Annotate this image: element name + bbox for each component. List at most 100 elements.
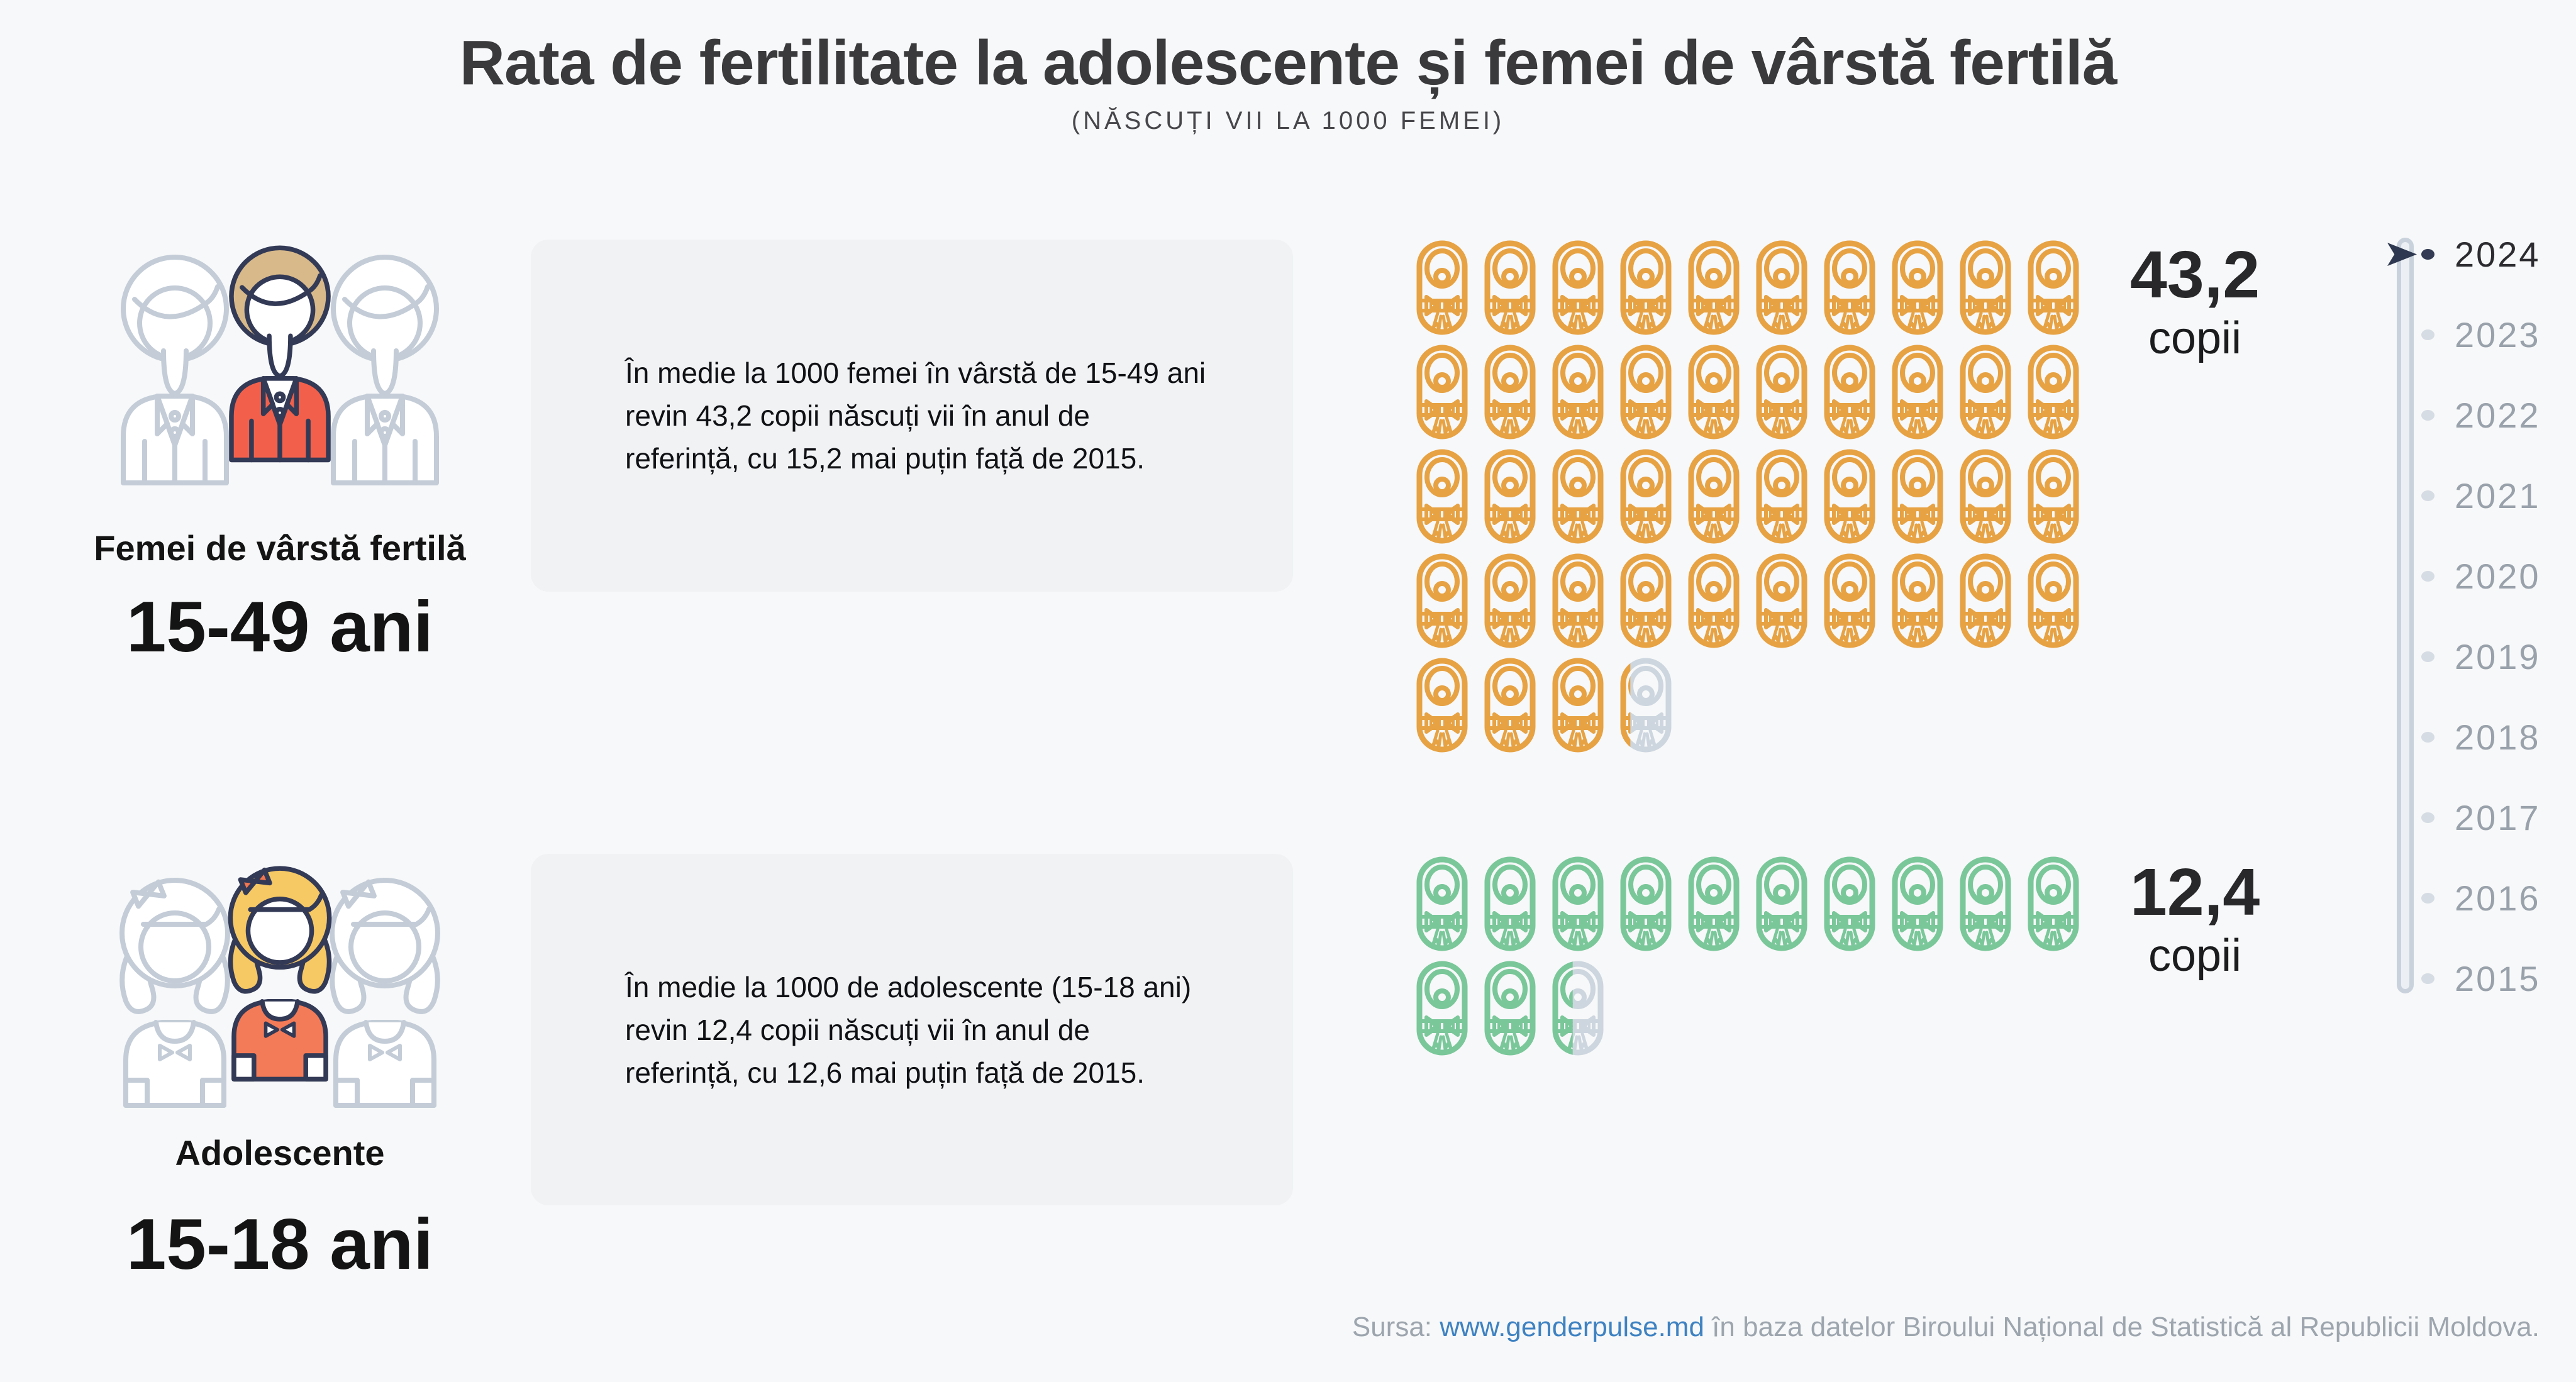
baby-icon (1688, 856, 1740, 951)
section-age-femei: 15-49 ani (126, 587, 433, 667)
baby-icon (1892, 553, 1943, 648)
section-age-adolescente: 15-18 ani (126, 1205, 433, 1285)
timeline-year-2017[interactable]: 2017 (2390, 777, 2576, 858)
baby-icon (1552, 345, 1604, 439)
baby-icon (1824, 553, 1875, 648)
timeline-slider[interactable]: 2024 2023 2022 2021 2020 2019 2018 2017 2016 2015 (2387, 214, 2576, 1019)
value-unit-adolescente: copii (2148, 930, 2242, 981)
baby-icon (1892, 240, 1943, 335)
baby-icon (1552, 553, 1604, 648)
value-femei: 43,2 (2129, 238, 2260, 312)
year-label: 2020 (2455, 556, 2541, 596)
year-dot (2421, 892, 2434, 904)
year-dot (2421, 329, 2434, 340)
baby-icon (1756, 553, 1807, 648)
background-woman-icon (333, 257, 436, 483)
baby-icon (1960, 240, 2011, 335)
timeline-year-2023[interactable]: 2023 (2390, 294, 2576, 375)
section-label-adolescente: Adolescente (175, 1133, 385, 1173)
baby-icon (1484, 449, 1536, 544)
source-suffix: în baza datelor Biroului Național de Sta… (1712, 1312, 2540, 1342)
timeline-year-2024[interactable]: 2024 (2390, 214, 2576, 294)
baby-icon (1484, 856, 1536, 951)
year-dot (2421, 812, 2434, 823)
year-dot (2421, 651, 2434, 662)
baby-icon-partial (1620, 658, 1672, 753)
baby-icon (2028, 856, 2079, 951)
baby-icon (1484, 658, 1536, 753)
year-dot (2421, 570, 2434, 582)
baby-icon (1892, 856, 1943, 951)
baby-icon (1824, 449, 1875, 544)
baby-icon (1484, 961, 1536, 1056)
baby-icon (1484, 345, 1536, 439)
description-card-femei: În medie la 1000 femei în vârstă de 15-4… (531, 240, 1293, 592)
baby-icon (1416, 345, 1468, 439)
baby-icon (1688, 449, 1740, 544)
baby-icon (1620, 449, 1672, 544)
source-prefix: Sursa: (1352, 1312, 1433, 1342)
woman-icon (231, 248, 328, 460)
baby-icon (1960, 345, 2011, 439)
baby-icon (1620, 240, 1672, 335)
background-girl-icon (122, 880, 228, 1105)
year-label: 2019 (2455, 636, 2541, 677)
baby-icon (1416, 961, 1468, 1056)
value-unit-femei: copii (2148, 312, 2242, 363)
timeline-year-2016[interactable]: 2016 (2390, 858, 2576, 938)
baby-icon (1552, 240, 1604, 335)
source-note: Sursa: www.genderpulse.md în baza datelo… (1352, 1312, 2540, 1343)
baby-icon (1552, 856, 1604, 951)
baby-icon (1620, 345, 1672, 439)
baby-icon (1620, 553, 1672, 648)
year-dot (2421, 409, 2434, 421)
year-label: 2017 (2455, 797, 2541, 837)
baby-icon (1688, 240, 1740, 335)
baby-icon (1756, 345, 1807, 439)
baby-icon (1484, 553, 1536, 648)
year-dot (2421, 973, 2434, 984)
baby-icon (1552, 658, 1604, 753)
baby-icon (1688, 345, 1740, 439)
page-title: Rata de fertilitate la adolescente și fe… (459, 28, 2118, 98)
women-group-illustration (107, 224, 453, 495)
year-dot (2421, 490, 2434, 501)
timeline-year-2019[interactable]: 2019 (2390, 616, 2576, 697)
girls-group-illustration (107, 848, 453, 1119)
year-label: 2024 (2455, 234, 2541, 274)
background-woman-icon (123, 257, 226, 483)
timeline-year-2021[interactable]: 2021 (2390, 455, 2576, 536)
timeline-year-2018[interactable]: 2018 (2390, 697, 2576, 777)
year-label: 2023 (2455, 314, 2541, 355)
description-text-femei: În medie la 1000 femei în vârstă de 15-4… (625, 357, 1206, 475)
baby-icon (1416, 240, 1468, 335)
pictogram-adolescente (1416, 856, 2099, 1065)
baby-icon (1416, 856, 1468, 951)
baby-icon (2028, 240, 2079, 335)
timeline-year-2020[interactable]: 2020 (2390, 536, 2576, 616)
baby-icon (1756, 449, 1807, 544)
baby-icon (1892, 345, 1943, 439)
baby-icon (1756, 856, 1807, 951)
description-text-adolescente: În medie la 1000 de adolescente (15-18 a… (625, 970, 1192, 1089)
source-link[interactable]: www.genderpulse.md (1440, 1312, 1704, 1342)
year-label: 2018 (2455, 717, 2541, 757)
baby-icon (1960, 449, 2011, 544)
baby-icon (2028, 553, 2079, 648)
baby-icon (1824, 345, 1875, 439)
section-label-femei: Femei de vârstă fertilă (94, 528, 466, 568)
girl-icon (230, 868, 329, 1079)
baby-icon (1960, 856, 2011, 951)
baby-icon (1416, 449, 1468, 544)
baby-icon (1620, 856, 1672, 951)
baby-icon (1688, 553, 1740, 648)
page-subtitle: (NĂSCUȚI VII LA 1000 FEMEI) (1071, 107, 1505, 135)
timeline-year-2022[interactable]: 2022 (2390, 375, 2576, 455)
baby-icon (1484, 240, 1536, 335)
timeline-track[interactable] (2397, 238, 2414, 993)
timeline-year-2015[interactable]: 2015 (2390, 938, 2576, 1019)
baby-icon (1756, 240, 1807, 335)
value-block-adolescente: 12,4 copii (2101, 855, 2289, 981)
year-dot (2421, 731, 2434, 743)
